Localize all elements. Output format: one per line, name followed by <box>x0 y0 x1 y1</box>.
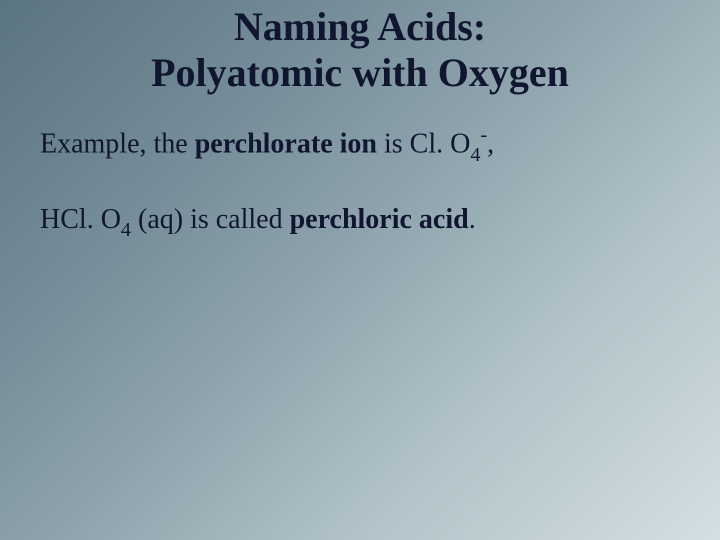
dot-sep: . <box>87 204 101 235</box>
slide-title: Naming Acids: Polyatomic with Oxygen <box>0 0 720 96</box>
text-prefix: Example, the <box>40 128 195 159</box>
oxygen-symbol: O <box>450 128 470 159</box>
example-line-1: Example, the perchlorate ion is Cl. O4-, <box>40 124 680 166</box>
text-mid: is Cl <box>377 128 436 159</box>
dot-sep: . <box>436 128 450 159</box>
oxygen-symbol: O <box>101 204 121 235</box>
slide: Naming Acids: Polyatomic with Oxygen Exa… <box>0 0 720 540</box>
subscript-4: 4 <box>470 144 480 166</box>
example-line-2: HCl. O4 (aq) is called perchloric acid. <box>40 202 680 242</box>
text-aq: (aq) is called <box>131 204 290 235</box>
title-line-2: Polyatomic with Oxygen <box>151 50 569 95</box>
perchlorate-ion-term: perchlorate ion <box>195 128 377 159</box>
slide-body: Example, the perchlorate ion is Cl. O4-,… <box>0 96 720 242</box>
perchloric-acid-term: perchloric acid <box>290 204 469 235</box>
subscript-4: 4 <box>121 219 131 241</box>
text-suffix: . <box>469 204 476 235</box>
text-prefix: HCl <box>40 204 87 235</box>
text-suffix: , <box>487 128 494 159</box>
title-line-1: Naming Acids: <box>234 4 486 49</box>
superscript-minus: - <box>480 124 487 146</box>
